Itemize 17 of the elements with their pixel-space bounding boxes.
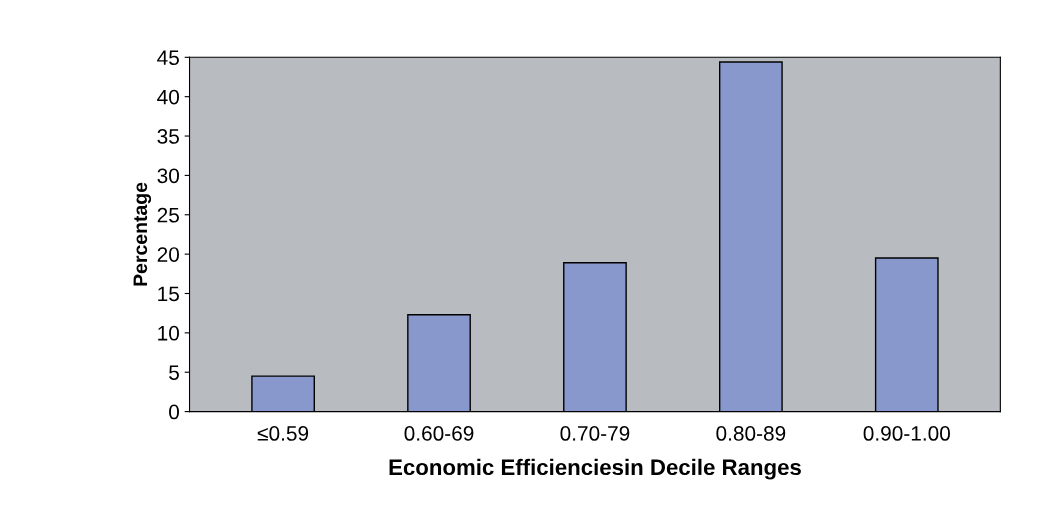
- y-tick-label: 45: [157, 50, 179, 66]
- y-tick-label: 0: [169, 404, 179, 420]
- y-axis-title: Percentage: [133, 182, 152, 286]
- y-tick-label: 35: [157, 129, 179, 144]
- x-tick-label: 0.90-1.00: [863, 426, 950, 441]
- y-tick-label: 40: [157, 89, 180, 105]
- x-tick-label: ≤0.59: [257, 426, 309, 441]
- x-tick-label: 0.60-69: [404, 426, 474, 441]
- y-tick-label: 10: [158, 325, 180, 341]
- y-tick-label: 15: [158, 286, 179, 302]
- x-axis-title: Economic Efficienciesin Decile Ranges: [389, 458, 801, 480]
- y-tick-label: 30: [157, 168, 180, 184]
- y-tick-label: 25: [157, 207, 179, 223]
- y-tick-label: 20: [157, 247, 180, 262]
- y-tick-label: 5: [169, 365, 179, 380]
- x-tick-label: 0.70-79: [560, 426, 630, 441]
- x-tick-label: 0.80-89: [716, 426, 786, 441]
